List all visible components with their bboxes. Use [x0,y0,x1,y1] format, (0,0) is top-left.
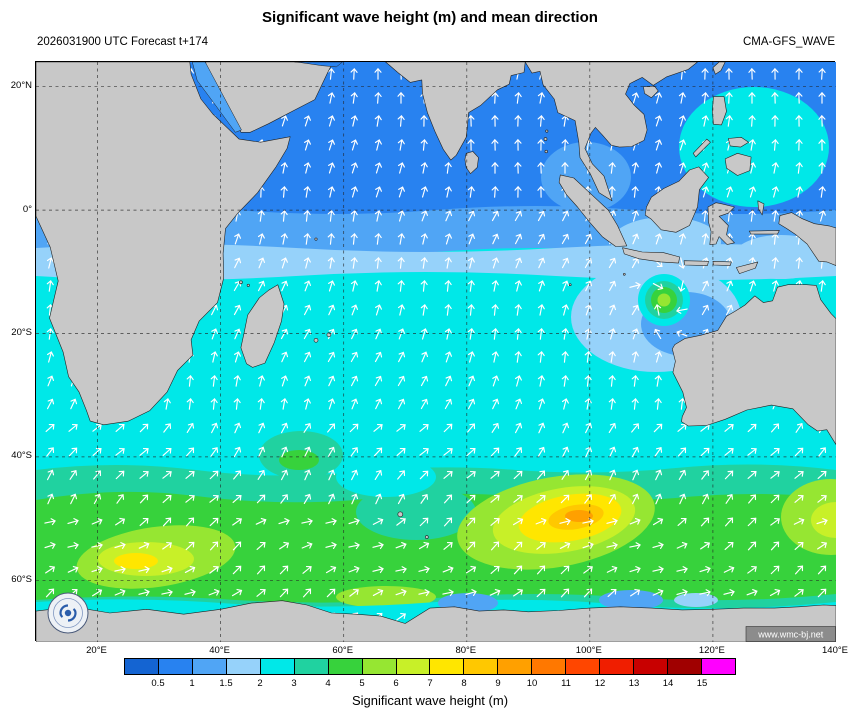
landmasses [36,62,836,642]
colorbar-tick-label: 0.5 [151,678,165,689]
colorbar-cell [668,659,702,674]
colorbar-tick-label: 5 [359,678,365,689]
colorbar-cell [634,659,668,674]
y-axis-label: 20°N [10,80,32,92]
land-antarctica [36,600,836,642]
colorbar-tick-label: 11 [561,678,571,689]
land-seram [748,230,780,235]
colorbar-tick-label: 10 [526,678,538,689]
colorbar-tick-label: 2 [257,678,263,689]
land-bali [683,260,709,266]
colorbar [124,658,736,675]
colorbar-cell [600,659,635,674]
colorbar-cell [362,659,397,674]
x-axis-label: 120°E [698,645,725,656]
land-timor [735,261,759,274]
land-srilanka [464,151,479,174]
land-luzon [711,96,727,126]
colorbar-tick-label: 14 [662,678,674,689]
x-axis-label: 140°E [822,645,848,656]
colorbar-tick-label: 4 [325,678,331,689]
colorbar-caption: Significant wave height (m) [351,693,509,708]
colorbar-cell [125,659,159,674]
wmc-logo [47,592,89,634]
land-madagascar [240,284,285,368]
x-axis-label: 100°E [575,645,602,656]
colorbar-cell [701,659,735,674]
sea-red-sea [192,62,242,133]
land-india [385,62,526,161]
colorbar-tick-label: 7 [427,678,433,689]
forecast-subtitle: 2026031900 UTC Forecast t+174 [37,36,209,48]
land-palawan [692,138,711,158]
colorbar-tick-label: 1 [189,678,195,689]
land-visayas [727,137,749,148]
colorbar-cell [260,659,295,674]
land-flores [712,261,732,266]
y-axis-label: 60°S [11,573,32,585]
land-africa [36,62,291,426]
map-figure: www.wmc-bj.net [35,61,836,642]
land-seasia [524,62,698,202]
colorbar-cell [294,659,329,674]
colorbar-cell [328,659,363,674]
colorbar-cell [158,659,193,674]
x-axis-label: 40°E [209,645,230,656]
colorbar-cell [396,659,431,674]
colorbar-cell [226,659,261,674]
colorbar-tick-label: 15 [696,678,708,689]
colorbar-cell [532,659,567,674]
land-borneo [644,166,709,233]
y-axis-label: 20°S [11,327,32,338]
colorbar-tick-label: 1.5 [219,678,233,689]
tropical-cyclone-feature [638,274,690,326]
colorbar-tick-label: 9 [495,678,501,689]
colorbar-cell [192,659,227,674]
colorbar-tick-label: 6 [393,678,399,689]
model-name-label: CMA-GFS_WAVE [742,36,835,48]
colorbar-cell [498,659,533,674]
map-canvas: www.wmc-bj.net [36,62,836,642]
colorbar-cell [566,659,601,674]
page-title: Significant wave height (m) and mean dir… [262,9,598,26]
land-australia [671,284,836,445]
colorbar-tick-label: 12 [594,678,606,689]
colorbar-tick-labels: 0.5 1 1.5 2 3 4 5 6 7 8 9 10 11 12 13 14 15 [124,678,736,690]
colorbar-tick-label: 3 [291,678,297,689]
land-java [622,247,681,264]
land-taiwan [712,62,726,75]
marginal-seas [192,62,343,133]
land-sumatra [558,174,628,247]
watermark: www.wmc-bj.net [745,626,836,642]
x-axis-label: 80°E [455,645,477,656]
watermark-text: www.wmc-bj.net [757,630,824,640]
colorbar-tick-label: 13 [628,678,640,689]
y-axis-label: 40°S [11,450,32,462]
colorbar-cell [464,659,499,674]
land-newguinea [778,212,836,266]
colorbar-cell [430,659,465,674]
colorbar-tick-label: 8 [461,678,467,689]
graticule [36,62,836,642]
x-axis-label: 60°E [332,645,354,656]
land-sulawesi [707,202,735,245]
land-hainan [643,85,659,99]
y-axis-label: 0° [22,203,32,215]
land-mindanao [724,153,752,176]
sea-gulf-of-oman [294,62,343,68]
land-halmahera [757,200,765,216]
x-axis-label: 20°E [86,645,107,656]
